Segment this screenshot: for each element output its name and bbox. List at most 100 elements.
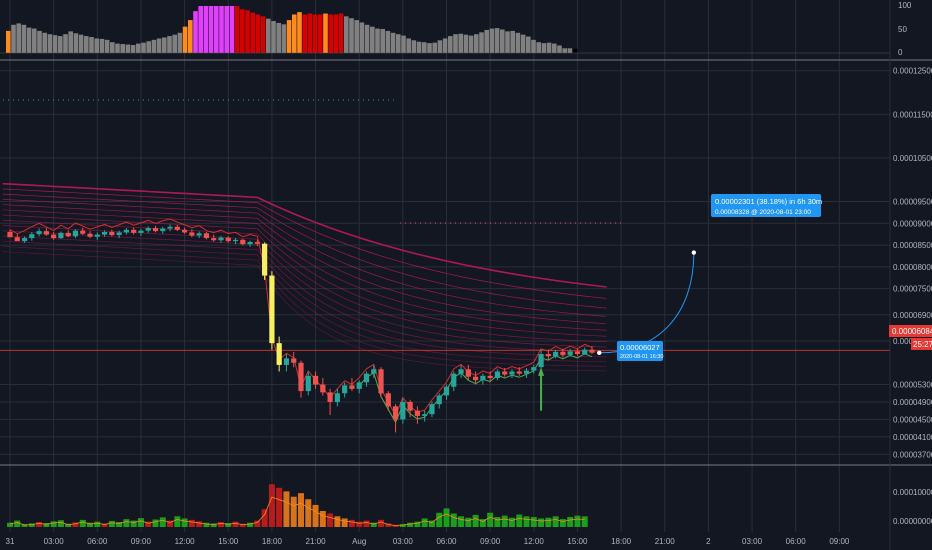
oscillator-bar <box>52 35 58 53</box>
volume-bar <box>319 510 326 527</box>
volume-bar <box>87 522 94 527</box>
ma-ribbon-line <box>2 246 607 367</box>
volume-bar <box>21 524 28 527</box>
candle-body <box>327 392 333 402</box>
oscillator-bar <box>172 34 177 53</box>
oscillator-bar <box>500 29 505 53</box>
time-tick-label: 06:00 <box>87 537 108 546</box>
oscillator-bar <box>541 43 547 53</box>
time-tick-label: Aug <box>352 537 366 546</box>
candle-body <box>29 234 35 239</box>
oscillator-bar <box>89 37 94 53</box>
ma-ribbon-line <box>2 235 607 358</box>
candle-body <box>465 369 471 377</box>
candle-body <box>363 373 370 383</box>
volume-bar <box>378 519 385 527</box>
candle-body <box>80 230 86 234</box>
measure-start-box[interactable] <box>617 341 663 361</box>
ma-ribbon-line <box>2 240 607 363</box>
price-tick-label: 0.00009500 <box>893 197 932 206</box>
volume-bar <box>116 522 123 527</box>
oscillator-bar <box>130 45 136 53</box>
time-tick-label: 21:00 <box>306 537 327 546</box>
oscillator-bar <box>84 36 89 53</box>
oscillator-bar <box>458 33 463 53</box>
volume-bar <box>414 521 421 527</box>
oscillator-bar <box>266 18 271 53</box>
projection-end-point <box>691 250 697 255</box>
volume-bar <box>210 523 217 527</box>
volume-bar <box>443 508 450 527</box>
ma-ribbon-line <box>2 198 607 317</box>
osc-tick-0: 0 <box>898 48 903 57</box>
candle-body <box>436 395 442 405</box>
oscillator-bar <box>73 33 79 53</box>
candle-body <box>218 237 224 241</box>
volume-bar <box>348 519 355 527</box>
candle-body <box>516 371 522 374</box>
price-tick-label: 0.00005300 <box>893 381 932 390</box>
volume-bar <box>574 515 581 527</box>
oscillator-bar <box>58 36 63 53</box>
volume-bar <box>137 518 144 527</box>
oscillator-bar <box>572 48 578 53</box>
price-tick-label: 0.00008500 <box>893 241 932 250</box>
oscillator-bar <box>281 24 287 53</box>
volume-bar <box>370 522 377 527</box>
candle-body <box>494 371 501 379</box>
time-tick-label: 06:00 <box>786 537 807 546</box>
candle-body <box>262 243 268 276</box>
volume-bar <box>334 516 341 527</box>
candle-body <box>7 231 13 238</box>
oscillator-bar <box>234 6 240 53</box>
oscillator-bar <box>531 39 536 53</box>
oscillator-bar <box>333 14 339 54</box>
price-tick-label: 0.00011500 <box>893 110 932 119</box>
volume-bar <box>225 523 232 527</box>
oscillator-bar <box>349 18 354 53</box>
oscillator-bar <box>99 38 105 53</box>
oscillator-bar <box>380 29 385 53</box>
candle-body <box>320 384 326 393</box>
oscillator-bar <box>11 24 16 53</box>
time-axis[interactable]: 31 03:00 06:00 09:00 12:00 15:00 18:00 21:00 Aug… <box>6 537 850 546</box>
ma-ribbon-line <box>2 214 607 337</box>
volume-bar <box>436 512 443 527</box>
oscillator-bar <box>182 26 188 53</box>
volume-bar <box>523 516 530 527</box>
candle-body <box>109 231 115 236</box>
oscillator-bar <box>323 13 328 53</box>
price-tick-label: 0.00006900 <box>893 311 932 320</box>
measure-annotation-box[interactable] <box>711 194 821 217</box>
oscillator-bar <box>546 42 552 53</box>
oscillator-bar <box>552 43 557 53</box>
candle-body <box>58 232 64 239</box>
oscillator-bar <box>312 14 318 54</box>
osc-tick-100: 100 <box>898 1 912 10</box>
volume-bar <box>94 521 101 527</box>
oscillator-bar <box>167 36 172 53</box>
candle-body <box>356 382 362 389</box>
price-pane[interactable] <box>0 99 890 433</box>
oscillator-bar <box>136 43 141 53</box>
candle-body <box>94 234 100 237</box>
volume-bar <box>494 517 501 527</box>
volume-bar <box>159 517 166 527</box>
ma-ribbon-line <box>2 209 607 331</box>
candle-body <box>14 237 20 242</box>
candle-body <box>305 375 311 392</box>
candle-body <box>414 410 420 416</box>
candle-body <box>101 231 108 235</box>
volume-bar <box>530 517 537 527</box>
candle-body <box>480 375 486 381</box>
oscillator-bar <box>42 32 47 53</box>
candle-body <box>291 358 297 363</box>
volume-bar <box>465 517 472 527</box>
time-tick-label: 12:00 <box>524 537 545 546</box>
volume-bar <box>36 522 43 527</box>
volume-bar <box>479 519 486 527</box>
volume-bar <box>43 523 50 527</box>
oscillator-bar <box>271 21 276 53</box>
oscillator-bar <box>162 37 167 53</box>
